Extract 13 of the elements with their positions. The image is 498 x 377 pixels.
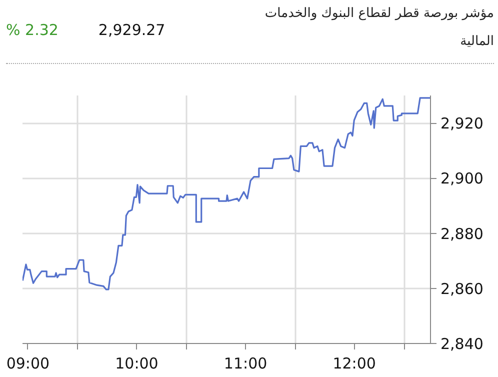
x-tick-label: 11:00 <box>224 354 268 372</box>
line-series <box>22 97 430 290</box>
text: 2,929.27 <box>98 20 166 41</box>
chart-title: مؤشر بورصة قطر لقطاع البنوك والخدمات المالية <box>264 5 494 51</box>
y-tick-label: 2,860 <box>440 280 484 298</box>
y-tick-label: 2,920 <box>440 114 484 133</box>
y-tick-label: 2,900 <box>440 170 484 188</box>
x-tick-label: 09:00 <box>6 354 50 372</box>
x-tick-label: 12:00 <box>332 354 376 372</box>
y-tick-label: 2,880 <box>440 224 484 243</box>
text: % 2.32 <box>6 20 58 41</box>
y-tick-label: 2,840 <box>440 335 484 353</box>
x-tick-label: 10:00 <box>115 354 158 372</box>
